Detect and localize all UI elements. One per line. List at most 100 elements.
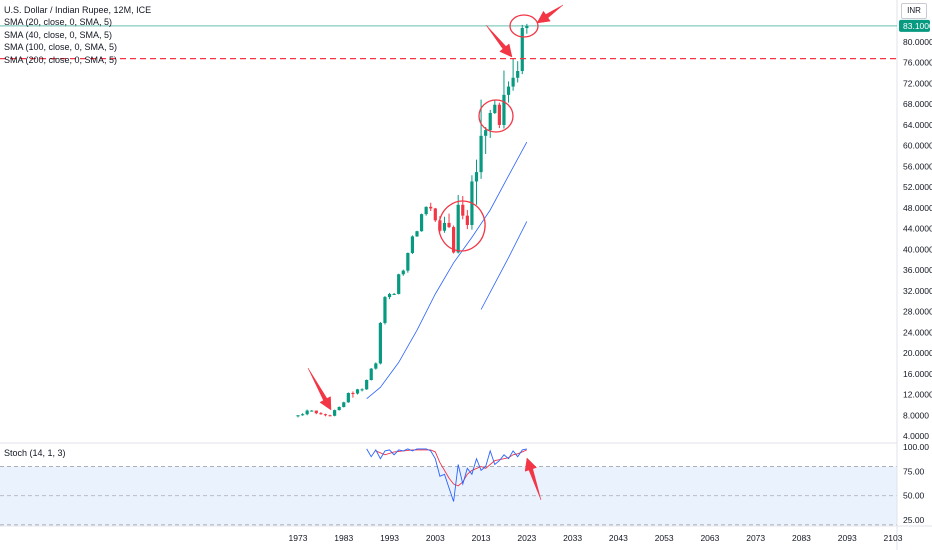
candle-body xyxy=(488,113,492,131)
candle xyxy=(392,292,396,295)
candle xyxy=(424,206,428,216)
candle-body xyxy=(383,297,387,323)
time-tick-label: 2073 xyxy=(746,533,765,543)
candle xyxy=(328,414,332,417)
price-tick-label: 40.0000 xyxy=(903,244,932,254)
sma-series xyxy=(366,141,528,400)
drawing-annotations[interactable] xyxy=(307,4,564,501)
time-axis[interactable]: 1973 1983 1993 2003 2013 2023 2033 2043 2053 2063… xyxy=(289,533,903,543)
annotation-circle[interactable] xyxy=(509,14,539,38)
candle xyxy=(319,412,323,415)
price-tick-label: 8.0000 xyxy=(903,410,929,420)
price-tick-label: 60.0000 xyxy=(903,141,932,151)
price-tick-label: 16.0000 xyxy=(903,369,932,379)
candle xyxy=(497,102,501,129)
time-tick-label: 2053 xyxy=(655,533,674,543)
stoch-tick-label: 25.00 xyxy=(903,515,925,525)
candle-body xyxy=(520,28,524,72)
currency-button[interactable]: INR xyxy=(901,3,927,19)
symbol-title[interactable]: U.S. Dollar / Indian Rupee, 12M, ICE xyxy=(4,5,152,15)
candle xyxy=(406,252,410,273)
annotation-circle[interactable] xyxy=(435,197,489,254)
sma-40-legend[interactable]: SMA (40, close, 0, SMA, 5) xyxy=(4,29,113,40)
candle xyxy=(342,401,346,408)
last-price-tag-label: 83.1000 xyxy=(903,21,932,31)
annotation-circle[interactable] xyxy=(478,99,514,133)
annotation-arrow[interactable] xyxy=(307,367,332,411)
candle-body xyxy=(429,206,433,209)
last-price-tag-bg xyxy=(899,19,930,32)
candle xyxy=(378,321,382,365)
candle xyxy=(429,202,433,212)
stoch-d-line xyxy=(375,449,527,487)
candle-body xyxy=(328,415,332,417)
price-tick-label: 20.0000 xyxy=(903,348,932,358)
candle xyxy=(410,235,415,255)
candle xyxy=(506,81,511,103)
candle-body xyxy=(493,104,497,114)
sma-line xyxy=(366,141,528,400)
candle xyxy=(447,213,451,229)
stoch-axis[interactable]: 100.00 75.00 50.00 25.00 xyxy=(903,442,929,525)
candle xyxy=(465,209,469,230)
price-tick-label: 32.0000 xyxy=(903,286,932,296)
candle-body xyxy=(300,414,305,416)
candle-body xyxy=(442,222,447,231)
candle-body xyxy=(452,227,456,253)
candle-body xyxy=(401,270,405,275)
candle xyxy=(474,159,479,205)
candle-body xyxy=(369,368,373,381)
candle-body xyxy=(333,410,337,416)
candle-body xyxy=(296,415,300,417)
chart-legend: U.S. Dollar / Indian Rupee, 12M, ICE SMA… xyxy=(4,4,151,66)
candle xyxy=(511,58,515,91)
candle-body xyxy=(410,236,415,253)
candle xyxy=(516,61,520,83)
candle-body xyxy=(310,410,314,412)
candle-body xyxy=(355,389,360,394)
candle-body xyxy=(314,410,318,414)
candle xyxy=(387,292,392,300)
price-tick-label: 28.0000 xyxy=(903,307,932,317)
annotation-arrow[interactable] xyxy=(524,457,542,501)
candle-body xyxy=(502,94,506,125)
time-tick-label: 2043 xyxy=(609,533,628,543)
price-tick-label: 56.0000 xyxy=(903,161,932,171)
price-axis[interactable]: 80.0000 76.0000 72.0000 68.0000 64.0000 60.00… xyxy=(903,37,932,441)
annotation-arrow[interactable] xyxy=(536,4,564,24)
stoch-legend[interactable]: Stoch (14, 1, 3) xyxy=(4,448,66,458)
sma-20-legend[interactable]: SMA (20, close, 0, SMA, 5) xyxy=(4,17,113,28)
candle xyxy=(442,216,447,233)
candle-body xyxy=(525,25,529,29)
annotation-arrow[interactable] xyxy=(485,24,513,58)
candle-body xyxy=(351,392,355,394)
stoch-tick-label: 75.00 xyxy=(903,466,925,476)
sma-200-legend[interactable]: SMA (200, close, 0, SMA, 5) xyxy=(4,54,118,65)
time-tick-label: 1993 xyxy=(380,533,399,543)
candle xyxy=(484,127,488,154)
candle xyxy=(415,230,419,237)
stoch-tick-label: 50.00 xyxy=(903,491,925,501)
candle-body xyxy=(323,414,328,416)
candle xyxy=(456,194,460,254)
candle-body xyxy=(346,392,350,403)
candle-body xyxy=(456,204,460,253)
stoch-series xyxy=(366,448,527,502)
price-tick-label: 64.0000 xyxy=(903,120,932,130)
candle xyxy=(433,207,437,222)
price-tick-label: 48.0000 xyxy=(903,203,932,213)
sma-100-legend[interactable]: SMA (100, close, 0, SMA, 5) xyxy=(4,42,118,53)
price-tick-label: 52.0000 xyxy=(903,182,932,192)
time-tick-label: 2103 xyxy=(884,533,903,543)
candle xyxy=(383,296,387,325)
candle-body xyxy=(511,77,515,87)
stoch-k-line xyxy=(366,448,527,502)
candle xyxy=(419,213,424,232)
price-tick-label: 72.0000 xyxy=(903,78,932,88)
candle xyxy=(314,410,318,415)
price-tick-label: 12.0000 xyxy=(903,390,932,400)
candle xyxy=(461,195,465,220)
candle xyxy=(310,410,314,412)
candle-body xyxy=(337,406,341,411)
